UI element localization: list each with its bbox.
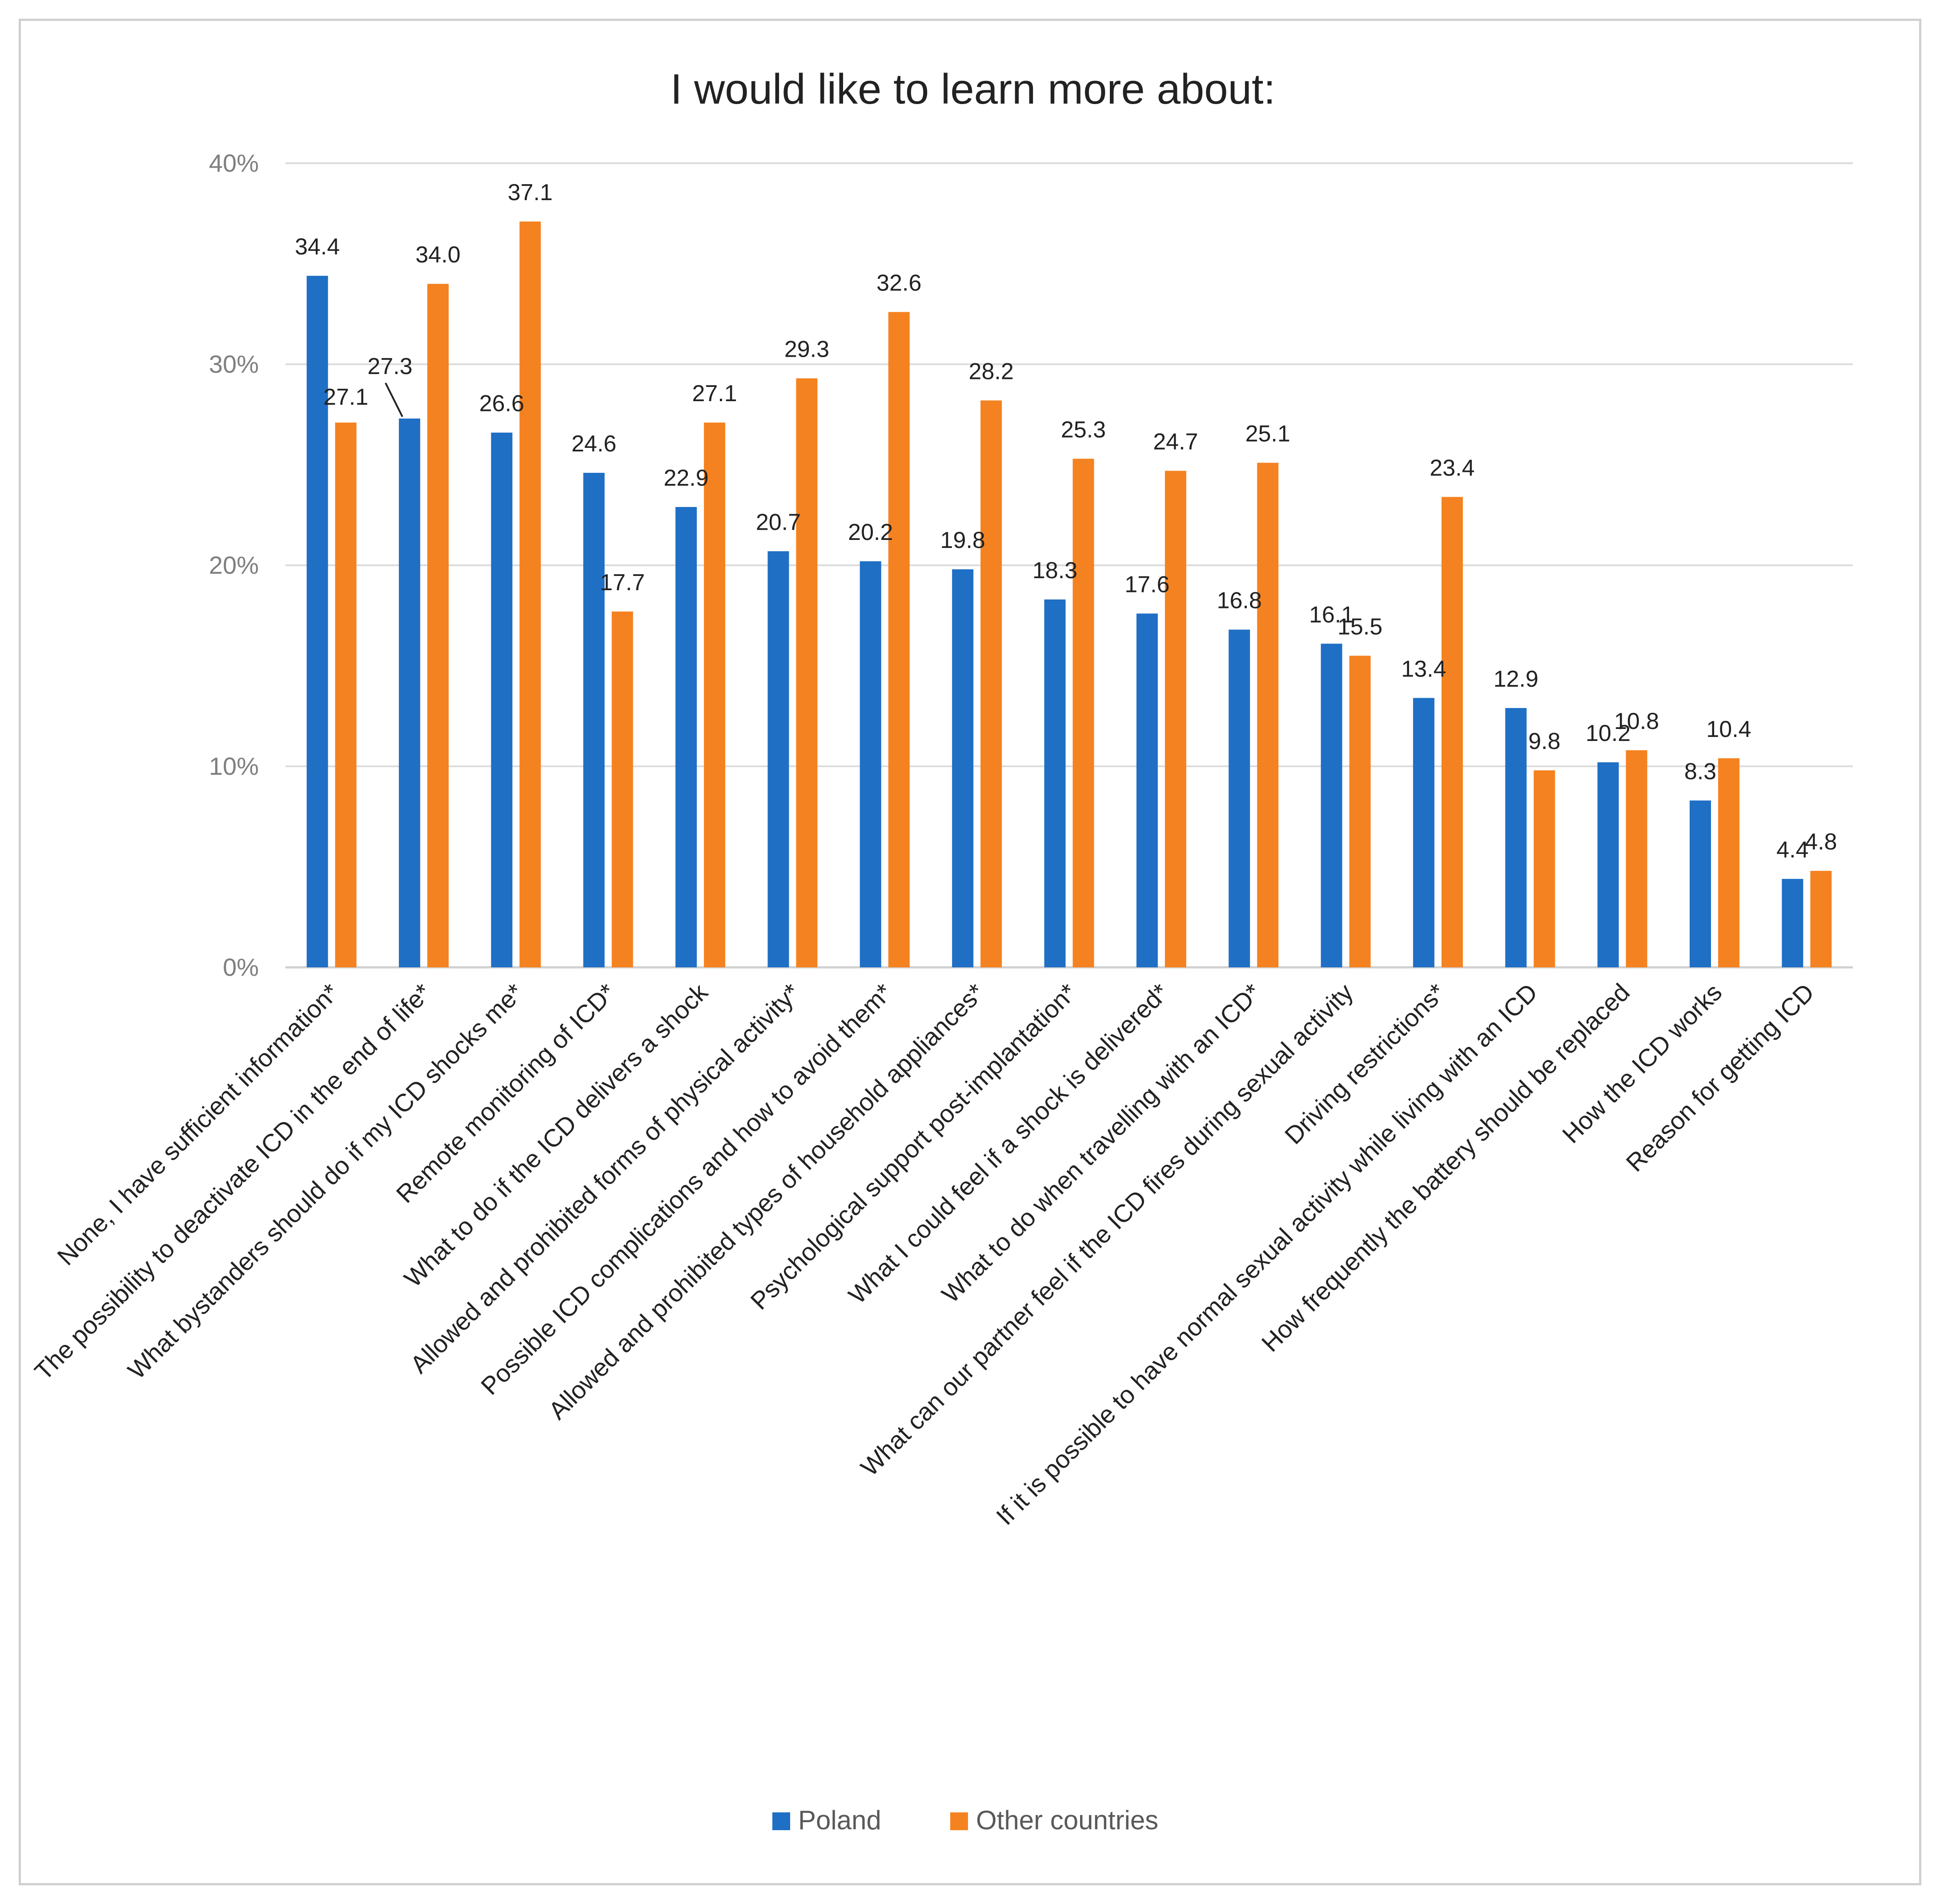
bar-poland	[306, 276, 328, 967]
legend-swatch-other-countries	[950, 1812, 968, 1830]
bar-poland	[1136, 613, 1158, 967]
bar-poland	[860, 561, 881, 967]
bar-poland	[1321, 644, 1342, 967]
bar-chart: I would like to learn more about: 0% 10% 2…	[29, 65, 1853, 1835]
bar-other-countries	[1072, 459, 1094, 967]
bar-poland	[767, 551, 789, 967]
data-label: 29.3	[784, 337, 829, 362]
data-label: 26.6	[479, 391, 524, 417]
data-label: 20.2	[848, 519, 893, 545]
y-tick-label: 40%	[209, 149, 259, 177]
bar-poland	[399, 419, 421, 967]
x-category-label: The possibility to deactivate ICD in the…	[29, 978, 436, 1385]
data-label: 37.1	[508, 180, 553, 205]
bar-poland	[1782, 879, 1803, 967]
data-label: 17.7	[600, 570, 645, 596]
bar-other-countries	[335, 423, 357, 967]
y-tick-label: 20%	[209, 551, 259, 579]
data-label: 23.4	[1430, 455, 1474, 481]
data-label: 24.6	[571, 431, 616, 457]
bar-other-countries	[980, 400, 1002, 967]
bar-other-countries	[1534, 770, 1555, 967]
legend-label: Poland	[798, 1805, 881, 1835]
x-category-label: What I could feel if a shock is delivere…	[843, 978, 1174, 1309]
data-label: 34.4	[295, 234, 340, 260]
bar-other-countries	[888, 312, 910, 967]
data-label: 13.4	[1401, 656, 1446, 682]
bar-poland	[1229, 629, 1250, 967]
data-label: 16.8	[1217, 588, 1262, 614]
data-label: 27.1	[692, 381, 737, 407]
legend-label: Other countries	[976, 1805, 1158, 1835]
bar-poland	[583, 473, 605, 967]
bar-poland	[1044, 599, 1066, 967]
data-label: 25.1	[1245, 421, 1290, 447]
data-label: 4.4	[1776, 837, 1808, 863]
bar-poland	[675, 507, 697, 967]
data-label: 4.8	[1805, 829, 1837, 855]
data-label: 12.9	[1494, 666, 1538, 692]
data-label: 27.3	[367, 354, 412, 379]
chart-title: I would like to learn more about:	[671, 65, 1276, 113]
x-category-label: Reason for getting ICD	[1620, 978, 1819, 1177]
data-label: 22.9	[663, 465, 708, 491]
y-axis: 0% 10% 20% 30% 40%	[209, 149, 259, 981]
bar-poland	[1597, 762, 1619, 967]
legend-swatch-poland	[772, 1812, 790, 1830]
bar-other-countries	[427, 284, 449, 968]
x-category-label: What to do when travelling with an ICD*	[936, 978, 1266, 1308]
data-label: 9.8	[1528, 729, 1560, 754]
bar-other-countries	[611, 611, 633, 967]
bar-other-countries	[519, 221, 541, 968]
data-label: 16.1	[1309, 602, 1354, 628]
data-label: 19.8	[940, 527, 985, 553]
x-category-label: Psychological support post-implantation*	[745, 978, 1082, 1315]
y-tick-label: 0%	[223, 953, 259, 981]
data-label: 10.8	[1614, 708, 1659, 734]
x-category-label: How the ICD works	[1557, 978, 1727, 1148]
gridlines	[285, 162, 1853, 969]
bar-other-countries	[1441, 497, 1463, 967]
bar-other-countries	[1165, 471, 1186, 967]
data-label: 27.1	[323, 384, 368, 410]
data-label: 17.6	[1125, 572, 1169, 597]
data-label: 18.3	[1032, 558, 1077, 584]
data-label: 34.0	[415, 242, 460, 268]
bar-poland	[952, 569, 974, 967]
bar-other-countries	[1257, 463, 1279, 967]
data-label: 10.4	[1706, 717, 1751, 742]
x-category-label: Driving restrictions*	[1279, 978, 1451, 1150]
bar-other-countries	[1626, 750, 1647, 967]
data-label: 15.5	[1338, 614, 1382, 640]
data-label: 25.3	[1061, 417, 1106, 443]
chart-frame: I would like to learn more about: 0% 10% 2…	[19, 19, 1921, 1885]
y-tick-label: 10%	[209, 752, 259, 780]
x-category-label: Allowed and prohibited types of househol…	[543, 978, 989, 1425]
data-label: 32.6	[876, 270, 921, 296]
data-label: 28.2	[969, 358, 1014, 384]
bar-other-countries	[704, 423, 726, 967]
data-label: 20.7	[756, 509, 801, 535]
data-label: 24.7	[1153, 429, 1198, 455]
bar-other-countries	[1810, 871, 1832, 967]
x-axis: None, I have sufficient information*The …	[29, 978, 1819, 1530]
bar-poland	[1505, 708, 1527, 967]
bar-poland	[491, 432, 513, 968]
bar-poland	[1689, 800, 1711, 967]
label-leader-line	[385, 382, 403, 417]
data-labels: 34.4 27.1 27.3 34.0 26.6 37.1 24.6 17.7 22.9 27.1…	[295, 180, 1837, 863]
y-tick-label: 30%	[209, 350, 259, 378]
bars	[306, 221, 1832, 968]
bar-other-countries	[1349, 656, 1371, 967]
bar-poland	[1413, 698, 1434, 967]
bar-other-countries	[1718, 758, 1739, 967]
data-label: 8.3	[1684, 759, 1716, 785]
bar-other-countries	[796, 378, 818, 967]
legend: Poland Other countries	[772, 1805, 1158, 1835]
data-label: 10.2	[1586, 721, 1631, 746]
